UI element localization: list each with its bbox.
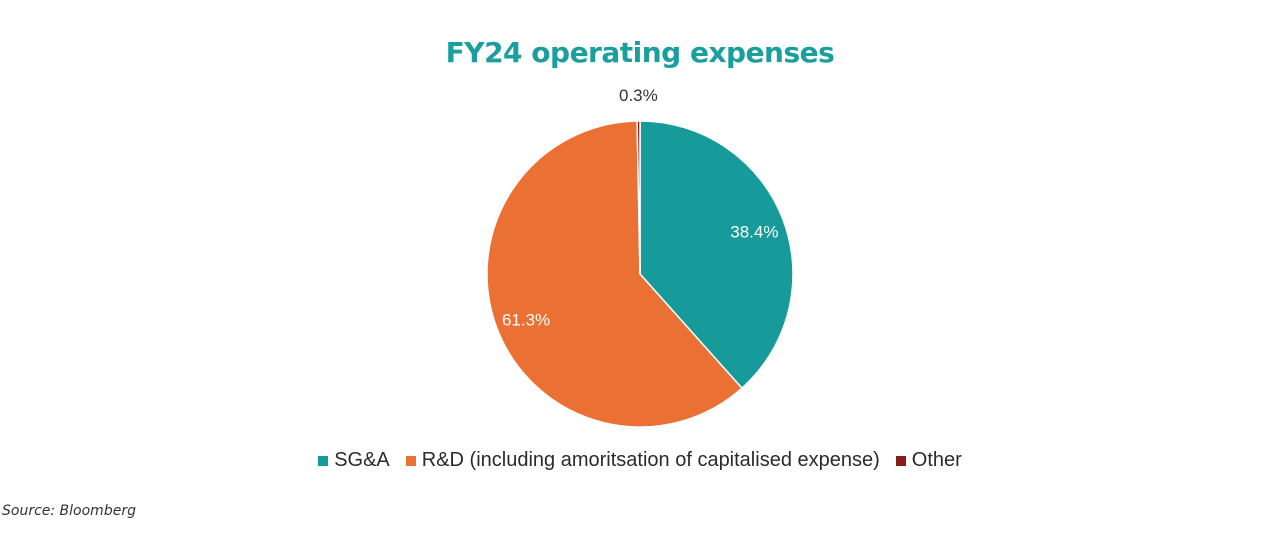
source-note: Source: Bloomberg	[2, 503, 136, 519]
slice-other	[636, 120, 641, 275]
data-label-other: 0.3%	[619, 86, 658, 105]
legend-swatch-other	[895, 455, 906, 466]
legend-label-rd: R&D (including amoritsation of capitalis…	[421, 449, 880, 471]
data-label-rd: 61.3%	[502, 311, 550, 330]
data-label-sga: 38.4%	[730, 222, 778, 241]
slice-sga	[639, 120, 794, 389]
legend-item-rd: R&D (including amoritsation of capitalis…	[405, 449, 880, 472]
legend-item-other: Other	[895, 449, 962, 472]
legend-label-other: Other	[911, 449, 962, 471]
legend-swatch-rd	[405, 455, 416, 466]
legend-item-sga: SG&A	[318, 449, 390, 472]
chart-legend: SG&A R&D (including amoritsation of capi…	[0, 449, 1280, 472]
legend-swatch-sga	[318, 455, 329, 466]
slice-rd	[486, 120, 743, 428]
legend-label-sga: SG&A	[334, 449, 390, 471]
chart-title: FY24 operating expenses	[445, 36, 835, 69]
